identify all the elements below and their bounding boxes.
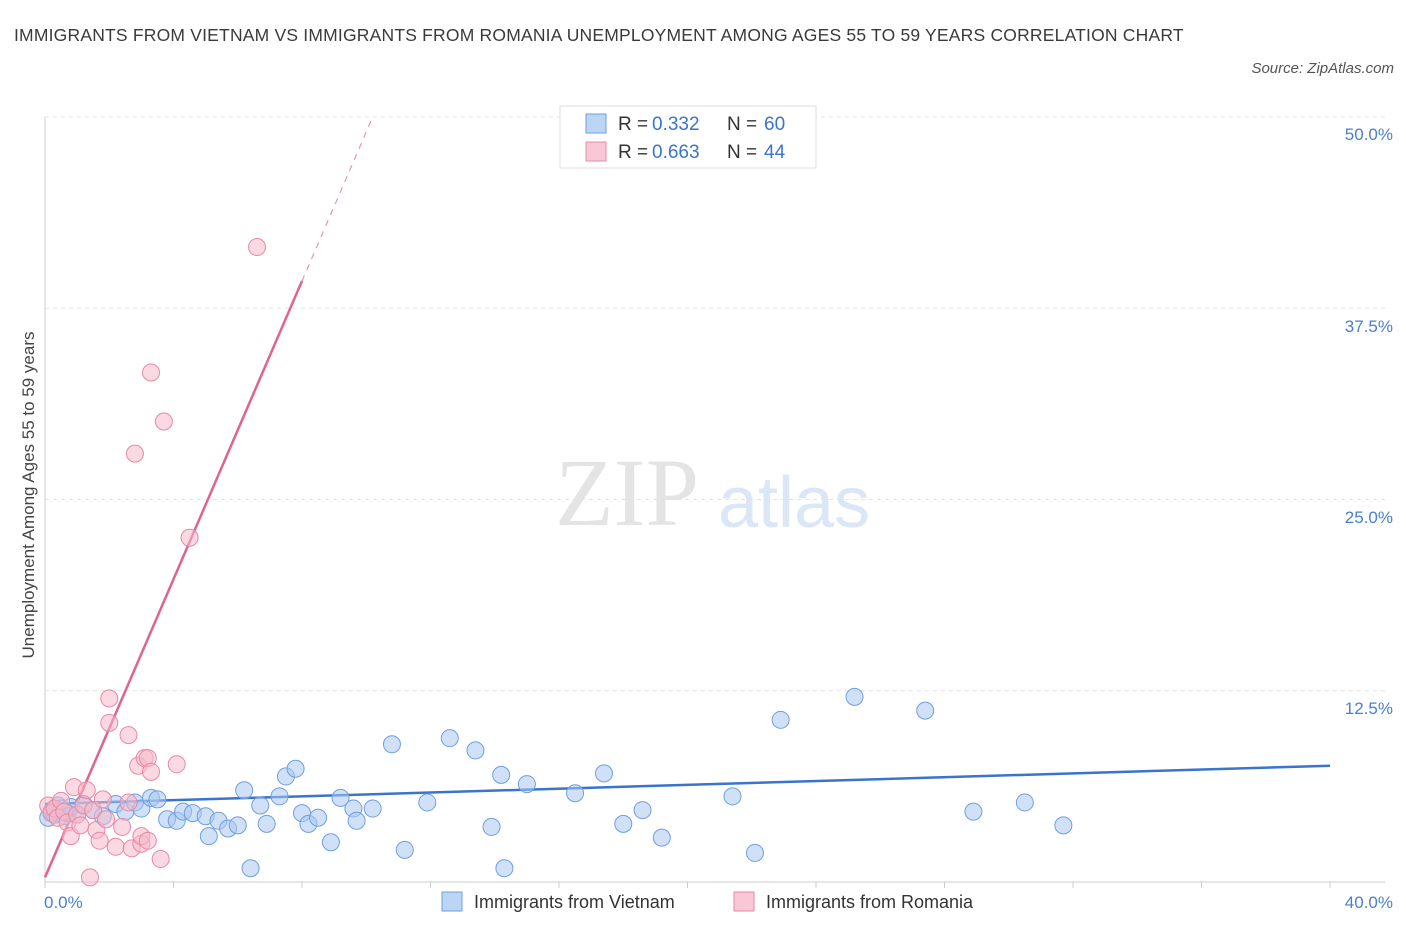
x-tick-label: 40.0% (1345, 893, 1393, 912)
data-points (39, 238, 1073, 887)
bottom-legend: Immigrants from Vietnam Immigrants from … (441, 891, 974, 912)
data-point (251, 796, 270, 815)
data-point (566, 784, 585, 803)
data-point (745, 843, 764, 862)
gridlines (45, 116, 1385, 692)
legend: R = 0.332 N = 60 R = 0.663 N = 44 (559, 105, 817, 169)
y-axis-label: Unemployment Among Ages 55 to 59 years (19, 332, 38, 659)
data-point (363, 799, 382, 818)
data-point (257, 814, 276, 833)
y-tick-label: 12.5% (1345, 699, 1393, 718)
data-point (113, 817, 132, 836)
data-point (492, 765, 511, 784)
data-point (594, 764, 613, 783)
data-point (321, 833, 340, 852)
data-point (235, 781, 254, 800)
data-point (331, 788, 350, 807)
data-point (71, 816, 90, 835)
data-point (119, 793, 138, 812)
y-tick-label: 50.0% (1345, 125, 1393, 144)
data-point (495, 859, 514, 878)
legend-n-label: N = (727, 114, 757, 135)
data-point (167, 755, 186, 774)
trend-line-romania-extension (301, 116, 374, 282)
data-point (517, 775, 536, 794)
data-point (418, 793, 437, 812)
data-point (80, 868, 99, 887)
legend-n-label: N = (727, 142, 757, 163)
data-point (964, 802, 983, 821)
legend-r-label: R = (618, 142, 648, 163)
data-point (395, 840, 414, 859)
data-point (199, 827, 218, 846)
data-point (180, 528, 199, 547)
data-point (106, 837, 125, 856)
data-point (77, 781, 96, 800)
data-point (916, 701, 935, 720)
data-point (248, 238, 267, 257)
data-point (270, 787, 289, 806)
y-tick-label: 25.0% (1345, 508, 1393, 527)
data-point (100, 713, 119, 732)
data-point (148, 790, 167, 809)
y-tick-label: 37.5% (1345, 317, 1393, 336)
axes (44, 117, 1385, 888)
data-point (771, 710, 790, 729)
legend-swatch-vietnam (585, 113, 607, 134)
data-point (119, 726, 138, 745)
legend-r-value: 0.663 (652, 142, 700, 163)
bottom-legend-swatch-vietnam[interactable] (441, 891, 463, 912)
watermark-atlas: atlas (718, 463, 870, 543)
legend-swatch-romania (585, 141, 607, 162)
legend-r-value: 0.332 (652, 114, 700, 135)
data-point (90, 831, 109, 850)
data-point (97, 810, 116, 829)
legend-n-value: 60 (764, 114, 785, 135)
bottom-legend-label-vietnam[interactable]: Immigrants from Vietnam (474, 892, 675, 912)
x-tick-label: 0.0% (44, 893, 83, 912)
data-point (723, 787, 742, 806)
data-point (142, 363, 161, 382)
data-point (125, 444, 144, 463)
data-point (309, 808, 328, 827)
data-point (100, 689, 119, 708)
data-point (286, 759, 305, 778)
data-point (142, 762, 161, 781)
chart-title: IMMIGRANTS FROM VIETNAM VS IMMIGRANTS FR… (14, 25, 1184, 45)
data-point (382, 735, 401, 754)
data-point (93, 790, 112, 809)
watermark-zip: ZIP (555, 439, 699, 546)
bottom-legend-label-romania[interactable]: Immigrants from Romania (766, 892, 974, 912)
data-point (1015, 793, 1034, 812)
data-point (154, 412, 173, 431)
data-point (482, 817, 501, 836)
data-point (241, 859, 260, 878)
data-point (347, 811, 366, 830)
legend-n-value: 44 (764, 142, 786, 163)
data-point (466, 741, 485, 760)
data-point (633, 801, 652, 820)
data-point (138, 831, 157, 850)
data-point (228, 816, 247, 835)
data-point (440, 729, 459, 748)
data-point (845, 687, 864, 706)
data-point (614, 814, 633, 833)
data-point (1054, 816, 1073, 835)
source-note: Source: ZipAtlas.com (1251, 60, 1394, 77)
data-point (652, 828, 671, 847)
data-point (151, 850, 170, 869)
trend-line-romania (43, 280, 304, 878)
bottom-legend-swatch-romania[interactable] (733, 891, 755, 912)
legend-r-label: R = (618, 114, 648, 135)
